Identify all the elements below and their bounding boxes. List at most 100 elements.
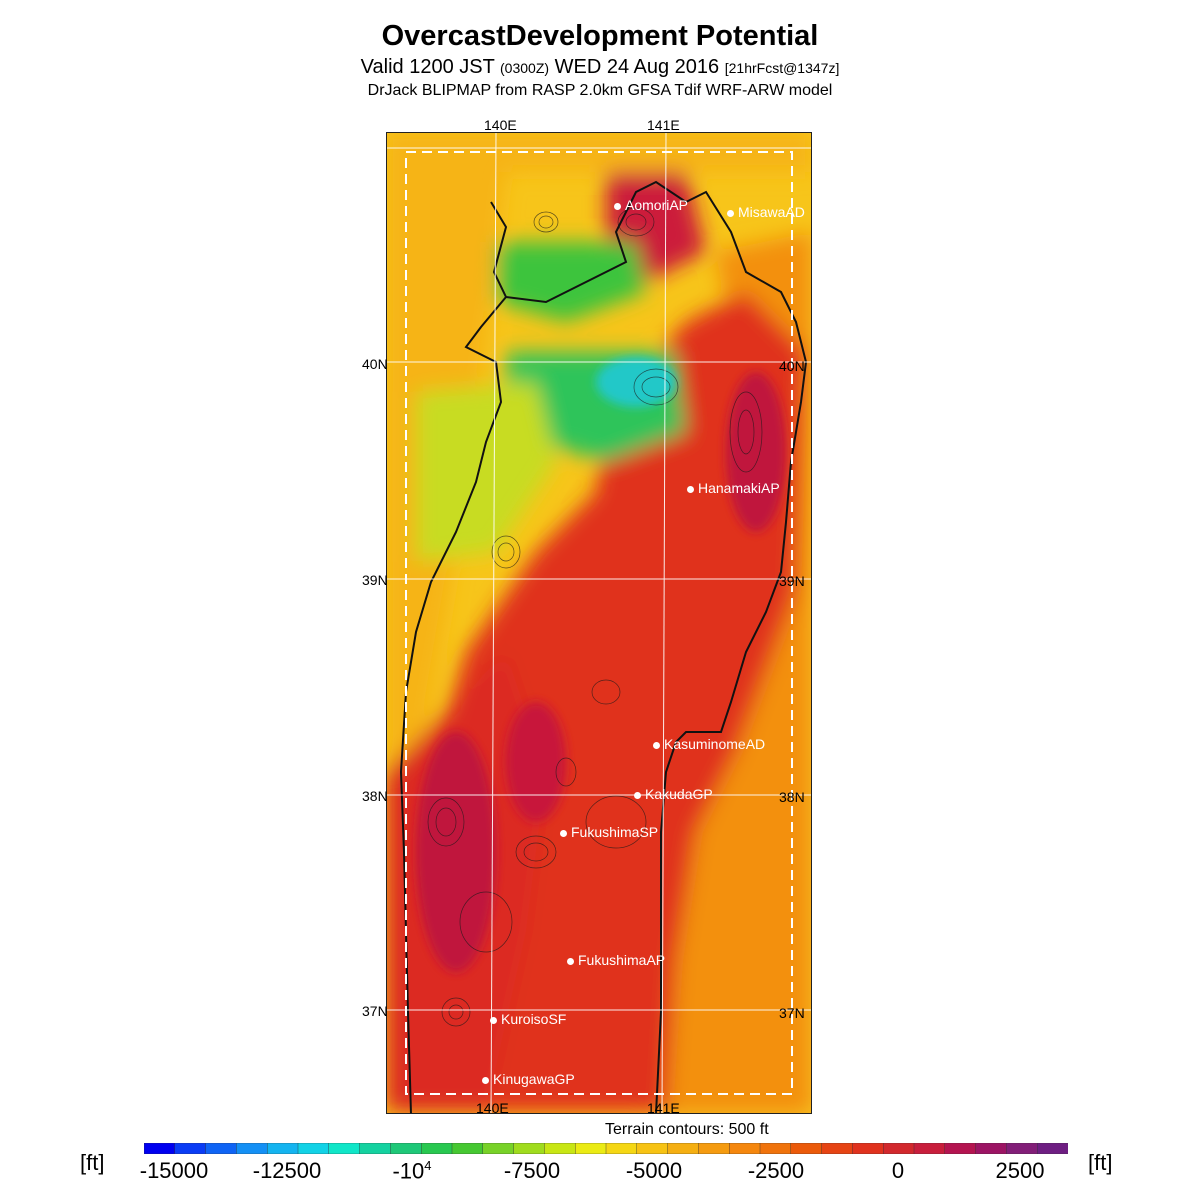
station-label: AomoriAP	[625, 197, 689, 213]
station-marker-icon	[560, 829, 567, 837]
colorbar-label-5: -5000	[625, 1158, 683, 1183]
field-crimson-sw	[416, 732, 496, 972]
colorbar-swatch	[821, 1143, 854, 1154]
station-marker-icon	[634, 791, 641, 799]
colorbar-label-7: 0	[891, 1158, 905, 1183]
colorbar-swatch	[605, 1143, 638, 1154]
lon-label-top-140: 140E	[484, 117, 517, 133]
station-label: KinugawaGP	[493, 1071, 575, 1087]
field-crimson-center	[506, 702, 566, 822]
colorbar-swatch	[205, 1143, 238, 1154]
valid-z: (0300Z)	[500, 60, 550, 76]
station-kuroiso-sf: KuroisoSF	[490, 1011, 566, 1027]
colorbar-swatch	[913, 1143, 946, 1154]
colorbar-swatch	[667, 1143, 700, 1154]
station-label: HanamakiAP	[698, 480, 780, 496]
colorbar-swatch	[421, 1143, 453, 1154]
colorbar-swatch	[1006, 1143, 1038, 1154]
lon-label-bottom-141: 141E	[647, 1100, 680, 1116]
station-hanamaki-ap: HanamakiAP	[687, 480, 780, 496]
station-label: KakudaGP	[645, 786, 713, 802]
station-kinugawa-gp: KinugawaGP	[482, 1071, 575, 1087]
colorbar-swatch	[236, 1143, 268, 1154]
forecast-map	[386, 132, 812, 1114]
field-west-sea	[386, 132, 812, 832]
lat-label-right-38: 38N	[779, 789, 805, 805]
station-marker-icon	[687, 485, 694, 493]
colorbar-swatch	[575, 1143, 607, 1154]
station-marker-icon	[567, 957, 574, 965]
field-crimson-ne	[726, 372, 786, 532]
lat-label-left-40: 40N	[362, 356, 388, 372]
coastline	[399, 180, 808, 1114]
colorbar-unit-left: [ft]	[80, 1150, 105, 1175]
lat-label-left-37: 37N	[362, 1003, 388, 1019]
colorbar-swatch	[390, 1143, 422, 1154]
colorbar-label-4: -7500	[503, 1158, 561, 1183]
domain-box	[405, 151, 793, 1095]
colorbar-swatch	[359, 1143, 392, 1154]
lon-label-bottom-140: 140E	[476, 1100, 509, 1116]
colorbar-swatch	[1037, 1143, 1068, 1154]
lat-label-right-37: 37N	[779, 1005, 805, 1021]
station-label: KasuminomeAD	[664, 736, 766, 752]
station-marker-icon	[482, 1076, 489, 1084]
station-kakuda-gp: KakudaGP	[634, 786, 713, 802]
colorbar	[144, 1143, 1068, 1154]
station-marker-icon	[614, 202, 621, 210]
colorbar-label-3-base: -10	[392, 1158, 425, 1184]
station-marker-icon	[727, 209, 734, 217]
colorbar-swatch	[698, 1143, 730, 1154]
lat-label-left-39: 39N	[362, 572, 388, 588]
lat-label-right-40: 40N	[779, 358, 805, 374]
station-label: KuroisoSF	[501, 1011, 567, 1027]
lon-label-top-141: 141E	[647, 117, 680, 133]
station-aomori-ap: AomoriAP	[614, 197, 688, 213]
colorbar-swatch	[729, 1143, 761, 1154]
colorbar-swatch	[328, 1143, 361, 1154]
valid-time: Valid 1200 JST (0300Z) WED 24 Aug 2016 […	[0, 56, 1200, 79]
chart-title: OvercastDevelopment Potential	[381, 20, 819, 52]
colorbar-unit-right: [ft]	[1088, 1150, 1113, 1175]
colorbar-swatch	[544, 1143, 576, 1154]
colorbar-swatch	[636, 1143, 669, 1154]
field-yellowgreen-west	[416, 382, 556, 562]
model-info: DrJack BLIPMAP from RASP 2.0km GFSA Tdif…	[367, 82, 833, 99]
colorbar-swatch	[482, 1143, 515, 1154]
colorbar-label-8: 2500	[995, 1158, 1045, 1183]
colorbar-swatch	[759, 1143, 792, 1154]
station-kasuminome-ad: KasuminomeAD	[653, 736, 765, 752]
colorbar-swatch	[174, 1143, 207, 1154]
colorbar-swatch	[790, 1143, 823, 1154]
colorbar-swatch	[266, 1143, 299, 1154]
station-label: FukushimaSP	[571, 824, 659, 840]
field-green-north	[496, 242, 646, 322]
colorbar-swatch	[883, 1143, 915, 1154]
field-cyan-core	[596, 357, 676, 407]
station-marker-icon	[490, 1016, 497, 1024]
colorbar-swatch	[297, 1143, 330, 1154]
colorbar-swatch	[144, 1143, 176, 1154]
colorbar-label-3: -104	[392, 1158, 431, 1184]
colorbar-label-1: -15000	[139, 1158, 209, 1183]
station-fukushima-ap: FukushimaAP	[567, 952, 665, 968]
valid-main: Valid 1200 JST	[360, 56, 495, 78]
colorbar-label-6: -2500	[747, 1158, 805, 1183]
colorbar-swatch	[975, 1143, 1008, 1154]
station-label: MisawaAD	[738, 204, 805, 220]
colorbar-swatch	[451, 1143, 484, 1154]
colorbar-swatch	[944, 1143, 977, 1154]
station-misawa-ad: MisawaAD	[727, 204, 805, 220]
station-marker-icon	[653, 741, 660, 749]
valid-date: WED 24 Aug 2016	[554, 56, 720, 78]
colorbar-swatch	[513, 1143, 546, 1154]
station-label: FukushimaAP	[578, 952, 666, 968]
colorbar-label-2: -12500	[252, 1158, 322, 1183]
station-fukushima-sp: FukushimaSP	[560, 824, 658, 840]
map-frame	[386, 132, 812, 1114]
terrain-contour-note: Terrain contours: 500 ft	[605, 1121, 769, 1138]
colorbar-label-3-exponent: 4	[424, 1158, 432, 1173]
lat-label-right-39: 39N	[779, 573, 805, 589]
lat-label-left-38: 38N	[362, 788, 388, 804]
graticule	[386, 132, 812, 1114]
